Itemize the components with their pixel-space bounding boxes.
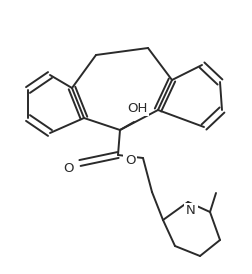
- Text: OH: OH: [127, 101, 147, 115]
- Text: N: N: [186, 204, 196, 218]
- Text: O: O: [63, 161, 73, 175]
- Text: O: O: [125, 155, 135, 167]
